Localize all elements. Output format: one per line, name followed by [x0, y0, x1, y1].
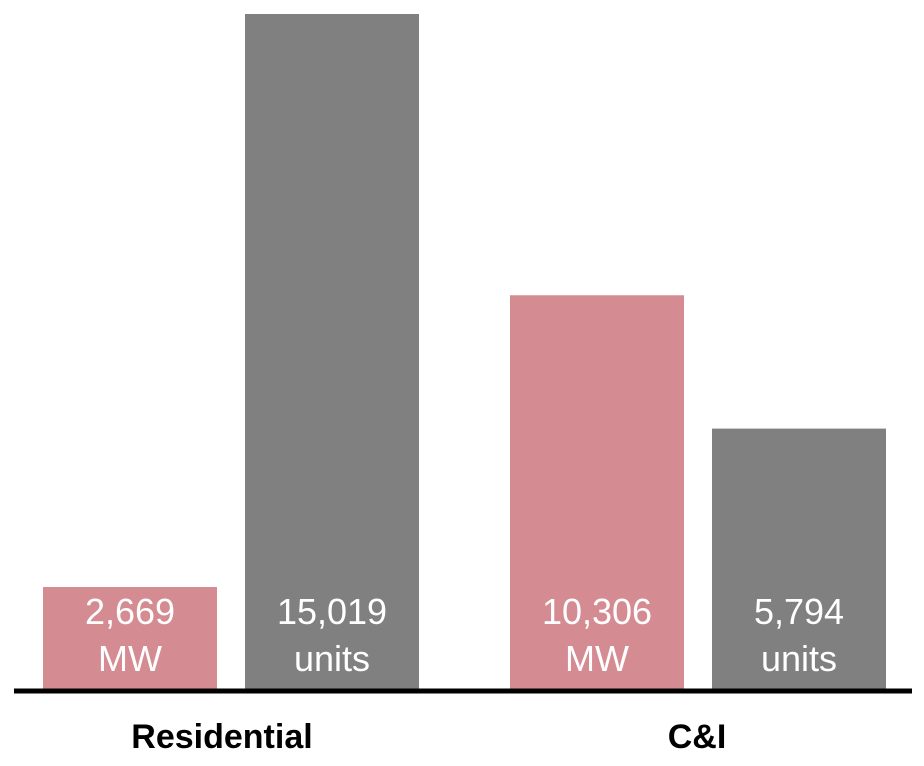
bar-residential-units	[245, 14, 419, 689]
bar-residential-mw	[43, 587, 217, 689]
bar-data-label: MW	[565, 638, 629, 679]
bar-data-label: units	[294, 638, 370, 679]
bar-data-label: units	[761, 638, 837, 679]
bar-data-label: 2,669	[85, 591, 175, 632]
category-label-ci: C&I	[668, 718, 727, 756]
category-label-residential: Residential	[131, 718, 312, 756]
bar-data-label: MW	[98, 638, 162, 679]
bar-ci-mw	[510, 295, 684, 689]
bar-data-label: 10,306	[542, 591, 652, 632]
bar-data-label: 5,794	[754, 591, 844, 632]
bar-data-label: 15,019	[277, 591, 387, 632]
bar-ci-units	[712, 428, 886, 689]
bars-group: 2,669 MW 15,019 units 10,306 MW 5,794 units	[43, 14, 886, 689]
